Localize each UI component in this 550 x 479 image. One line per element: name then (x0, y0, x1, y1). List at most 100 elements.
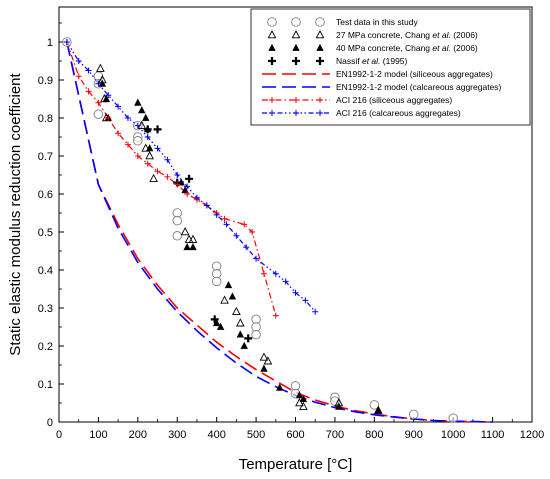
point-s7 (233, 232, 240, 239)
point-s7 (75, 58, 82, 64)
y-tick-label: 1 (47, 37, 53, 49)
legend-marker-3 (268, 57, 276, 65)
point-s6 (144, 160, 151, 167)
legend-marker-0 (267, 17, 277, 27)
point-s7 (203, 202, 210, 209)
point-s2 (224, 280, 233, 289)
point-s6 (105, 115, 112, 121)
legend-marker-2 (292, 43, 300, 51)
legend-label-5: EN1992-1-2 model (calcareous aggregates) (336, 82, 502, 92)
point-s1 (295, 398, 304, 407)
legend-marker-1 (267, 30, 277, 39)
x-tick-label: 0 (56, 429, 62, 441)
point-s2 (102, 94, 110, 102)
point-s0 (172, 231, 182, 241)
point-s2 (183, 242, 191, 251)
x-tick-label: 100 (89, 429, 107, 441)
y-tick-label: 0.7 (38, 151, 53, 163)
point-s1 (149, 173, 158, 183)
point-s6 (249, 229, 256, 235)
legend: Test data in this study 27 MPa concrete,… (250, 8, 531, 126)
y-tick-label: 0.5 (38, 227, 53, 239)
point-s1 (141, 143, 151, 152)
point-s2 (260, 364, 268, 372)
legend-marker-0 (315, 17, 325, 27)
legend-label-3: Nassif et al. (1995) (336, 56, 408, 66)
point-s2 (228, 292, 237, 300)
point-s2 (276, 383, 284, 391)
x-tick-label: 600 (286, 429, 304, 441)
point-s2 (216, 322, 225, 330)
point-s2 (236, 330, 245, 338)
legend-marker-6 (317, 97, 323, 103)
legend-box (250, 8, 531, 126)
legend-marker-1 (315, 30, 325, 39)
x-tick-label: 1100 (481, 429, 505, 441)
legend-label-4: EN1992-1-2 model (siliceous aggregates) (336, 69, 493, 79)
point-s1 (96, 63, 105, 72)
point-s0 (211, 276, 222, 287)
point-s6 (174, 181, 181, 188)
legend-marker-1 (291, 30, 301, 39)
legend-marker-2 (268, 43, 276, 51)
point-s7 (282, 278, 289, 285)
legend-samples (262, 17, 330, 116)
point-s7 (223, 221, 230, 228)
point-s7 (272, 270, 279, 277)
y-tick-label: 0.6 (38, 189, 53, 201)
legend-marker-2 (316, 43, 324, 51)
point-s2 (299, 394, 308, 403)
legend-label-6: ACI 216 (siliceous aggregates) (336, 95, 452, 105)
y-tick-label: 0.3 (38, 303, 53, 315)
point-s1 (137, 120, 147, 129)
point-s0 (133, 136, 143, 146)
y-tick-label: 0.9 (38, 75, 53, 87)
point-s1 (145, 151, 155, 160)
legend-label-1: 27 MPa concrete, Chang et al. (2006) (336, 30, 478, 40)
point-s1 (180, 227, 190, 236)
point-s6 (75, 73, 82, 80)
legend-marker-3 (316, 57, 324, 65)
x-tick-label: 500 (247, 429, 265, 441)
x-tick-label: 300 (168, 429, 186, 441)
point-s6 (164, 173, 171, 180)
point-s7 (95, 80, 102, 87)
legend-label-0: Test data in this study (336, 17, 418, 27)
x-tick-label: 1000 (441, 429, 465, 441)
point-s6 (85, 88, 92, 95)
x-tick-label: 800 (365, 429, 383, 441)
series-line-4 (66, 41, 493, 423)
point-s1 (232, 306, 241, 316)
series-markers (62, 37, 458, 423)
point-s7 (115, 103, 122, 110)
legend-label-7: ACI 216 (calcareous aggregates) (336, 108, 461, 118)
point-s7 (312, 308, 319, 315)
y-tick-label: 0.1 (38, 379, 53, 391)
legend-marker-0 (291, 17, 301, 27)
y-axis-title: Static elastic modulus reduction coeffic… (7, 72, 24, 355)
point-s6 (134, 153, 141, 159)
point-s0 (409, 409, 419, 420)
point-s2 (138, 106, 146, 114)
point-s1 (188, 234, 198, 243)
legend-marker-6 (269, 97, 275, 103)
legend-label-2: 40 MPa concrete, Chang et al. (2006) (336, 43, 478, 53)
point-s2 (374, 406, 382, 414)
point-s7 (302, 297, 309, 304)
point-s7 (174, 172, 181, 178)
legend-marker-7 (269, 110, 275, 116)
point-s2 (142, 113, 150, 121)
y-tick-label: 0 (47, 417, 53, 429)
point-s1 (263, 356, 273, 365)
point-s2 (335, 402, 343, 410)
point-s7 (193, 194, 200, 201)
point-s1 (259, 352, 269, 361)
point-s0 (251, 329, 261, 340)
point-s6 (124, 141, 131, 148)
point-s3 (153, 125, 162, 134)
legend-marker-3 (292, 57, 300, 65)
point-s0 (93, 109, 104, 119)
point-s6 (95, 99, 102, 106)
x-tick-label: 1200 (520, 429, 544, 441)
x-tick-label: 700 (326, 429, 344, 441)
